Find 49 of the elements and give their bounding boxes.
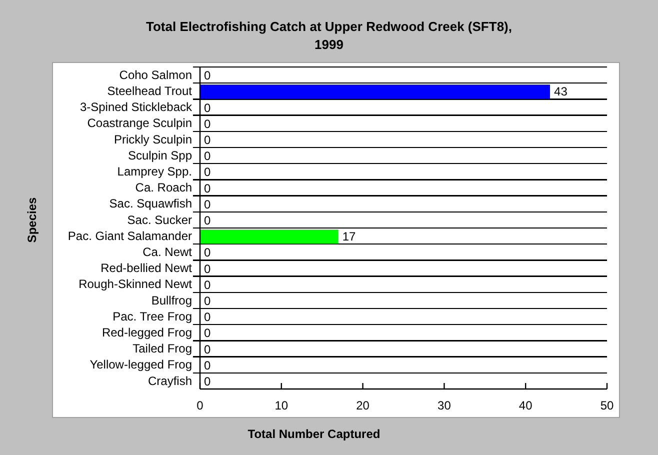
data-label: 0 <box>204 132 211 147</box>
data-label: 0 <box>204 68 211 83</box>
x-tick-label: 50 <box>600 398 614 413</box>
data-label: 0 <box>204 358 211 372</box>
y-tick-label: Steelhead Trout <box>107 84 193 98</box>
chart-title: Total Electrofishing Catch at Upper Redwood Creek (SFT8), 1999 <box>146 19 512 52</box>
x-tick-label: 20 <box>356 398 370 413</box>
data-label: 0 <box>204 181 211 196</box>
y-tick-label: Red-bellied Newt <box>100 261 193 276</box>
data-label: 0 <box>204 149 211 164</box>
y-tick-label: Lamprey Spp. <box>117 164 192 178</box>
data-label: 0 <box>204 165 211 180</box>
y-tick-label: Coastrange Sculpin <box>87 116 192 130</box>
y-tick-label: Prickly Sculpin <box>114 132 192 146</box>
data-label: 0 <box>204 262 211 276</box>
y-axis-title: Species <box>25 197 39 243</box>
data-label: 0 <box>204 294 211 308</box>
y-tick-label: Bullfrog <box>151 293 192 308</box>
data-label: 0 <box>204 310 211 324</box>
data-label: 0 <box>204 278 211 292</box>
data-label: 0 <box>204 213 211 228</box>
y-tick-label: Rough-Skinned Newt <box>78 277 193 292</box>
data-label: 0 <box>204 116 211 131</box>
y-tick-label: Yellow-legged Frog <box>90 358 192 372</box>
y-tick-label: Sac. Sucker <box>127 212 192 227</box>
y-tick-label: Pac. Tree Frog <box>112 309 192 324</box>
x-tick-label: 40 <box>518 398 533 413</box>
data-label: 0 <box>204 246 211 260</box>
x-axis-title: Total Number Captured <box>248 427 380 441</box>
y-tick-label: Pac. Giant Salamander <box>68 228 192 243</box>
data-label: 0 <box>204 342 211 356</box>
y-tick-label: Red-legged Frog <box>102 325 192 340</box>
data-label: 43 <box>554 84 568 99</box>
y-tick-label: 3-Spined Stickleback <box>80 100 193 114</box>
y-tick-label: Ca. Newt <box>142 244 193 259</box>
y-tick-label: Crayfish <box>148 374 192 388</box>
data-label: 0 <box>204 197 211 212</box>
y-tick-label: Sac. Squawfish <box>109 196 192 211</box>
x-tick-label: 30 <box>438 398 452 413</box>
data-label: 0 <box>204 374 211 388</box>
x-tick-label: 10 <box>274 398 288 413</box>
y-tick-label: Tailed Frog <box>132 342 192 356</box>
data-label: 0 <box>204 100 211 115</box>
y-tick-label: Sculpin Spp <box>128 148 192 162</box>
data-label: 17 <box>342 230 356 244</box>
data-label: 0 <box>204 326 211 340</box>
y-tick-label: Ca. Roach <box>135 180 192 195</box>
x-tick-label: 0 <box>196 398 204 413</box>
y-tick-label: Coho Salmon <box>119 68 192 82</box>
